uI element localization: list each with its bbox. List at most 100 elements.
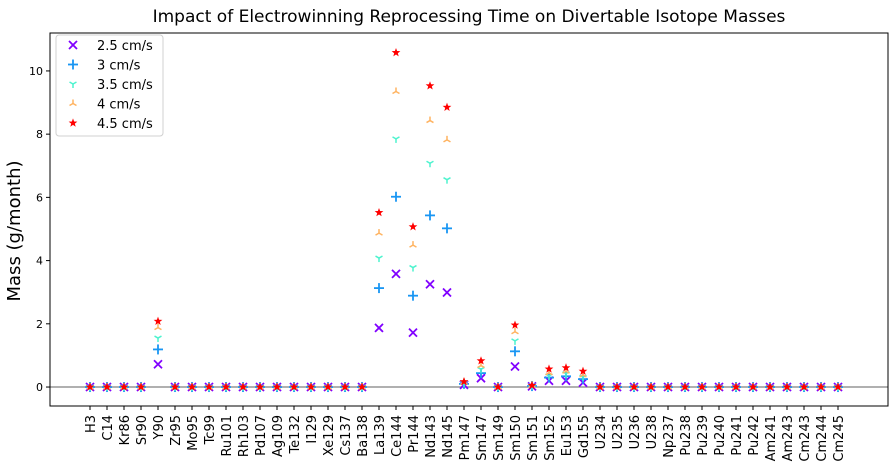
data-point (255, 382, 265, 391)
data-point (375, 229, 383, 236)
x-tick-label: Nd145 (441, 415, 456, 458)
data-point (731, 382, 741, 391)
data-point (392, 87, 400, 95)
data-point (442, 287, 452, 298)
data-point (289, 382, 299, 391)
data-point (782, 382, 792, 391)
data-point (646, 382, 656, 391)
data-point (511, 327, 519, 335)
legend-box (55, 34, 164, 137)
data-point (799, 382, 809, 391)
x-tick-label: Sm149 (492, 415, 507, 461)
y-tick-label: 0 (36, 381, 43, 394)
data-point (391, 269, 401, 279)
data-point (153, 316, 163, 326)
data-point (443, 177, 451, 184)
x-tick-label: Cm243 (798, 415, 813, 462)
x-tick-label: Eu153 (560, 415, 575, 456)
x-tick-label: Ba138 (356, 415, 371, 457)
data-point (119, 382, 129, 391)
x-tick-label: La139 (373, 415, 388, 455)
data-point (443, 135, 451, 143)
data-point (221, 382, 231, 391)
x-tick-label: Np237 (662, 415, 677, 458)
x-tick-label: Cs137 (339, 415, 354, 456)
data-point (426, 160, 434, 168)
legend-marker (68, 59, 78, 70)
data-point (408, 222, 418, 231)
x-tick-label: Cm244 (815, 415, 830, 462)
plot-area: 0 2 4 6 8 10 H3 C14 Kr86 Sr90 Y90 Zr95 Mo95 Tc99 Ru101… (29, 32, 889, 462)
data-point (425, 279, 435, 289)
data-point (374, 323, 384, 333)
data-point (561, 363, 571, 372)
data-point (272, 382, 282, 391)
data-point (391, 48, 401, 57)
data-point (663, 382, 673, 391)
y-tick-label: 8 (36, 128, 43, 141)
x-tick-label: Gd155 (577, 415, 592, 458)
y-tick-label: 10 (29, 65, 43, 78)
data-point (425, 81, 435, 90)
data-point (833, 382, 843, 391)
x-tick-label: U235 (611, 415, 626, 449)
x-tick-label: Pu242 (747, 415, 762, 456)
data-point (409, 264, 417, 272)
data-point (391, 191, 401, 202)
legend-label: 4 cm/s (97, 98, 141, 113)
data-point (409, 241, 417, 248)
x-tick-label: I129 (305, 415, 320, 444)
data-point (374, 207, 384, 217)
data-point (714, 382, 724, 391)
data-point (510, 320, 520, 329)
data-point (85, 382, 95, 391)
x-tick-label: Pr144 (407, 415, 422, 453)
series-4 (86, 87, 842, 390)
series-5 (85, 48, 843, 391)
data-point (170, 382, 180, 391)
legend-marker (69, 81, 77, 88)
data-point (442, 223, 452, 234)
data-point (748, 382, 758, 391)
legend-label: 4.5 cm/s (97, 117, 153, 132)
data-point (629, 382, 639, 391)
y-tick-label: 2 (36, 318, 43, 331)
x-tick-label: Ce144 (390, 415, 405, 457)
x-tick-label: Mo95 (186, 415, 201, 451)
series-2 (85, 191, 843, 393)
x-tick-label: U238 (645, 415, 660, 449)
data-point (476, 356, 486, 365)
x-tick-label: Pu238 (679, 415, 694, 456)
data-point (154, 323, 162, 331)
data-point (323, 382, 333, 391)
data-point (426, 116, 434, 124)
x-tick-label: Nd143 (424, 415, 439, 458)
y-tick-label: 4 (36, 255, 43, 268)
x-tick-label: Sm151 (526, 415, 541, 461)
x-tick-label: Zr95 (169, 415, 184, 446)
x-tick-label: Tc99 (203, 415, 218, 445)
legend-marker (68, 40, 78, 50)
x-tick-label: Pu240 (713, 415, 728, 456)
x-tick-label: U234 (594, 415, 609, 449)
x-tick-label: Sm150 (509, 415, 524, 461)
data-point (595, 382, 605, 391)
data-point (459, 377, 469, 386)
data-point (510, 346, 520, 357)
y-tick-label: 6 (36, 191, 43, 204)
x-tick-label: Te132 (288, 415, 303, 455)
x-tick-label: Xe129 (322, 415, 337, 456)
data-point (153, 359, 163, 369)
data-point (765, 382, 775, 391)
data-point (204, 382, 214, 391)
data-point (476, 373, 486, 383)
data-point (816, 382, 826, 391)
x-tick-label: Am241 (764, 415, 779, 461)
data-point (153, 344, 163, 355)
data-point (392, 136, 400, 143)
chart-title: Impact of Electrowinning Reprocessing Ti… (153, 7, 786, 27)
x-tick-label: Pu241 (730, 415, 745, 456)
series-1 (85, 269, 843, 392)
legend-label: 2.5 cm/s (97, 39, 153, 54)
